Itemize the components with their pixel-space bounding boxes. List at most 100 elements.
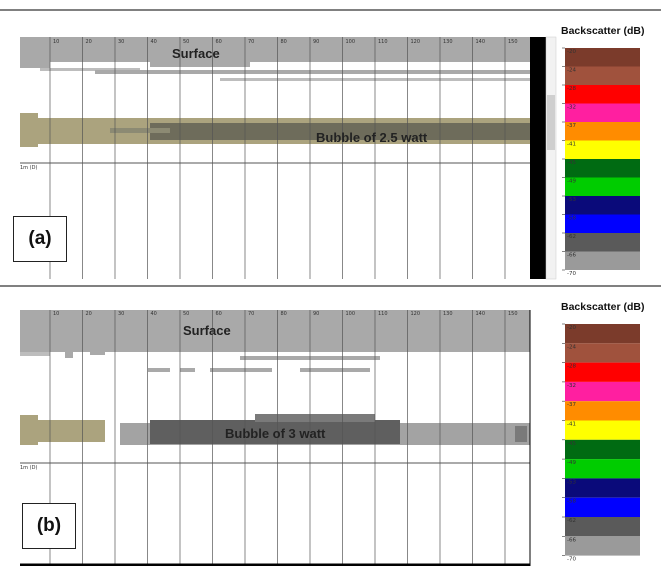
ping-tick-label: 80	[281, 311, 287, 317]
bubble-source	[20, 420, 105, 442]
panel-letter: (b)	[22, 503, 76, 549]
scale-title: Backscatter (dB)	[561, 25, 645, 37]
ping-tick-label: 30	[118, 311, 124, 317]
backscatter-colorbar: -20 -24 -28 -32 -37 -41 -45 -49 -53 -58 -62 -66 -70	[562, 47, 640, 277]
ping-tick-label: 50	[183, 311, 189, 317]
surface-label: Surface	[183, 323, 231, 338]
scrollbar-track[interactable]	[530, 37, 546, 279]
echogram-panel-b: 10 20 30 40 50 60 70 80 90 100 110 120 130 140 150 Sur…	[0, 283, 661, 566]
colorbar-band	[565, 66, 640, 85]
colorbar-tick-label: -24	[567, 344, 576, 350]
surface-fragment	[150, 62, 250, 67]
ping-tick-label: 140	[476, 311, 486, 317]
colorbar-tick-label: -70	[567, 557, 576, 561]
scale-title: Backscatter (dB)	[561, 301, 645, 313]
colorbar-tick-label: -62	[567, 518, 576, 524]
colorbar-tick-label: -28	[567, 364, 576, 370]
colorbar-tick-label: -20	[567, 325, 576, 331]
scrollbar-side[interactable]	[545, 36, 557, 280]
colorbar-band	[565, 381, 640, 402]
depth-marker: 1m (D)	[20, 165, 38, 171]
colorbar-band	[565, 478, 640, 498]
surface-fragment	[90, 350, 105, 355]
colorbar-tick-label: -45	[567, 160, 576, 166]
colorbar-tick-label: -45	[567, 441, 576, 447]
colorbar-band	[565, 196, 640, 215]
ping-tick-label: 40	[151, 311, 157, 317]
colorbar-tick-label: -49	[567, 179, 576, 185]
ping-tick-label: 120	[411, 311, 421, 317]
colorbar-tick-label: -41	[567, 142, 576, 148]
echogram-a: 10 20 30 40 50 60 70 80 90 100 110 120 130 140 150	[0, 9, 661, 280]
echogram-b: 10 20 30 40 50 60 70 80 90 100 110 120 130 140 150	[0, 285, 661, 566]
colorbar-band	[565, 536, 640, 556]
colorbar-band	[565, 324, 640, 344]
scrollbar-track[interactable]	[530, 310, 546, 566]
surface-streak	[40, 68, 140, 71]
ping-tick-label: 100	[346, 311, 356, 317]
surface-streak	[180, 368, 195, 372]
colorbar-tick-label: -28	[567, 86, 576, 92]
surface-streak	[210, 368, 230, 372]
ping-tick-label: 70	[248, 39, 254, 45]
colorbar-band	[565, 233, 640, 252]
surface-band	[20, 37, 530, 62]
colorbar-tick-label: -37	[567, 402, 576, 408]
ping-tick-label: 120	[411, 39, 421, 45]
bubble-plume-core	[255, 414, 375, 422]
ping-tick-label: 30	[118, 39, 124, 45]
ping-tick-label: 80	[281, 39, 287, 45]
colorbar-band	[565, 497, 640, 517]
ping-tick-label: 60	[216, 311, 222, 317]
colorbar-band	[565, 459, 640, 479]
colorbar-tick-label: -66	[567, 253, 576, 259]
ping-grid	[49, 37, 506, 279]
surface-fragment	[20, 352, 50, 356]
colorbar-band	[565, 439, 640, 460]
bubble-source	[20, 113, 38, 147]
surface-fragment	[65, 350, 73, 358]
ping-tick-label: 20	[86, 311, 92, 317]
colorbar-band	[565, 517, 640, 537]
colorbar-tick-label: -58	[567, 216, 576, 222]
colorbar-band	[565, 343, 640, 363]
colorbar-band	[565, 401, 640, 421]
surface-streak	[95, 70, 530, 74]
ping-tick-label: 40	[151, 39, 157, 45]
depth-marker: 1m (D)	[20, 465, 38, 471]
backscatter-colorbar: -20 -24 -28 -32 -37 -41 -45 -49 -53 -58 -62 -66 -70	[562, 323, 640, 561]
ping-tick-label: 20	[86, 39, 92, 45]
echogram-panel-a: 10 20 30 40 50 60 70 80 90 100 110 120 130 140 150 Sur…	[0, 9, 661, 280]
ping-axis: 10 20 30 40 50 60 70 80 90 100 110 120 130 140 150	[53, 39, 518, 45]
bubble-label: Bubble of 2.5 watt	[316, 130, 428, 145]
colorbar-tick-label: -58	[567, 499, 576, 505]
surface-fragment	[20, 62, 50, 68]
ping-tick-label: 50	[183, 39, 189, 45]
ping-tick-label: 10	[53, 311, 59, 317]
colorbar-band	[565, 420, 640, 440]
colorbar-band	[565, 85, 640, 104]
colorbar-tick-label: -24	[567, 68, 576, 74]
ping-tick-label: 150	[508, 39, 518, 45]
ping-tick-label: 10	[53, 39, 59, 45]
colorbar-band	[565, 362, 640, 382]
scrollbar-thumb[interactable]	[547, 95, 555, 150]
surface-streak	[300, 368, 370, 372]
colorbar-tick-label: -53	[567, 197, 576, 203]
colorbar-band	[565, 177, 640, 196]
colorbar-tick-label: -20	[567, 49, 576, 55]
colorbar-tick-label: -41	[567, 422, 576, 428]
bubble-source	[20, 415, 38, 445]
ping-tick-label: 100	[346, 39, 356, 45]
colorbar-tick-label: -32	[567, 383, 576, 389]
surface-streak	[148, 368, 170, 372]
ping-tick-label: 90	[313, 39, 319, 45]
colorbar-band	[565, 159, 640, 178]
colorbar-band	[565, 122, 640, 141]
colorbar-tick-label: -53	[567, 479, 576, 485]
ping-tick-label: 60	[216, 39, 222, 45]
ping-tick-label: 110	[378, 39, 388, 45]
ping-tick-label: 150	[508, 311, 518, 317]
surface-streak	[222, 368, 272, 372]
bubble-plume-tail	[515, 426, 527, 442]
